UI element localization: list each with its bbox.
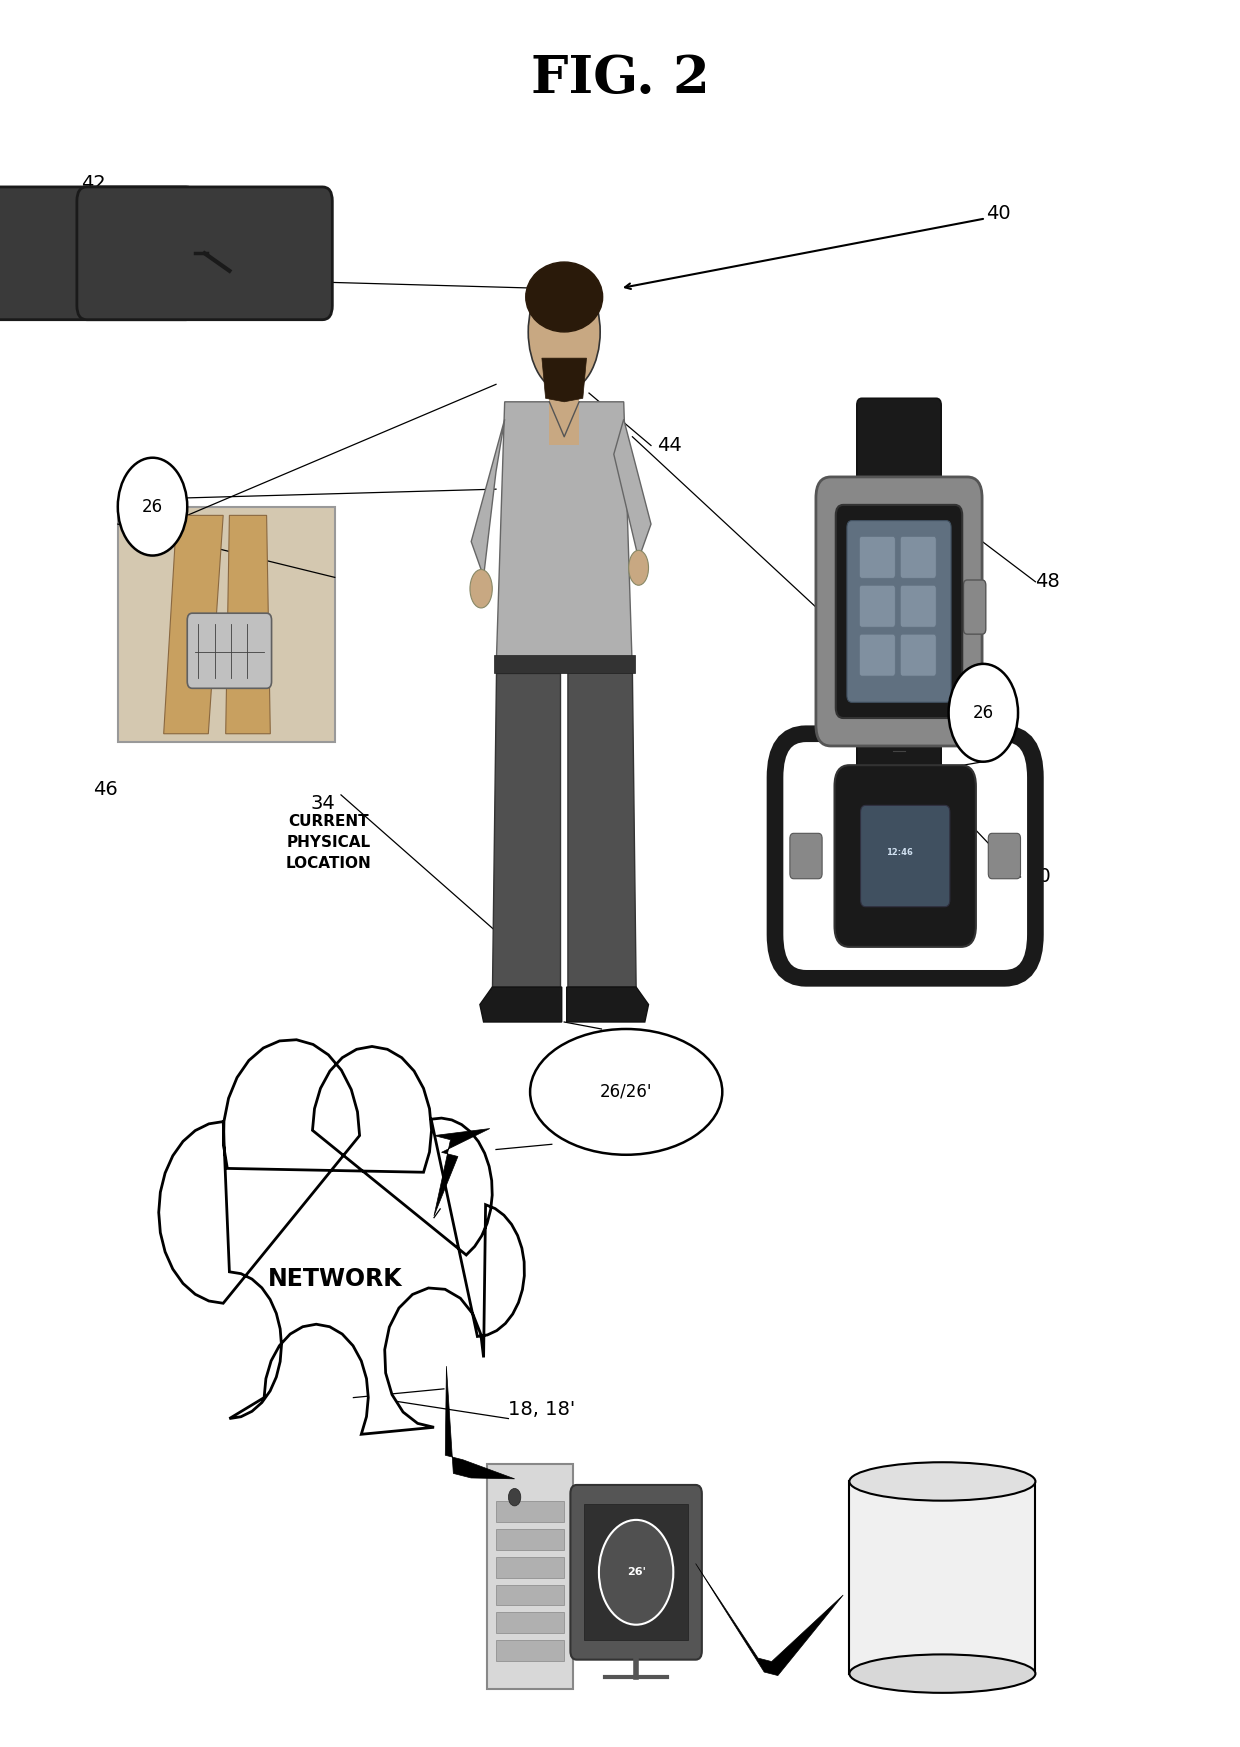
FancyBboxPatch shape [496, 1640, 564, 1661]
Text: 50: 50 [1027, 868, 1052, 886]
FancyBboxPatch shape [584, 1504, 688, 1640]
Polygon shape [849, 1481, 1035, 1674]
Text: 22': 22' [940, 1506, 970, 1523]
Text: 42: 42 [81, 175, 105, 192]
FancyBboxPatch shape [900, 585, 936, 627]
FancyBboxPatch shape [963, 580, 986, 634]
FancyBboxPatch shape [0, 187, 196, 320]
Polygon shape [614, 419, 651, 559]
Text: 34: 34 [310, 795, 335, 812]
FancyBboxPatch shape [570, 1485, 702, 1660]
Text: FIG. 2: FIG. 2 [531, 52, 709, 105]
FancyBboxPatch shape [859, 634, 895, 676]
Circle shape [508, 1488, 521, 1506]
Polygon shape [226, 515, 270, 734]
FancyBboxPatch shape [900, 536, 936, 578]
Text: 22: 22 [670, 1506, 694, 1523]
Text: 44: 44 [657, 437, 682, 454]
Ellipse shape [470, 570, 492, 608]
FancyBboxPatch shape [487, 1464, 573, 1689]
FancyBboxPatch shape [816, 477, 982, 746]
Circle shape [949, 664, 1018, 762]
Ellipse shape [531, 1029, 722, 1155]
FancyBboxPatch shape [494, 655, 635, 673]
Polygon shape [567, 987, 649, 1022]
FancyBboxPatch shape [836, 505, 962, 718]
Text: 48: 48 [1035, 573, 1060, 590]
FancyBboxPatch shape [549, 397, 579, 445]
FancyBboxPatch shape [859, 585, 895, 627]
Polygon shape [471, 419, 505, 577]
Text: NETWORK: NETWORK [268, 1267, 402, 1291]
Text: CURRENT
PHYSICAL
LOCATION: CURRENT PHYSICAL LOCATION [285, 814, 372, 870]
Text: 26: 26 [972, 704, 994, 722]
FancyBboxPatch shape [496, 1501, 564, 1522]
FancyBboxPatch shape [861, 805, 950, 907]
Circle shape [118, 458, 187, 556]
Ellipse shape [629, 550, 649, 585]
FancyBboxPatch shape [496, 1585, 564, 1605]
Text: 40: 40 [986, 204, 1011, 222]
FancyBboxPatch shape [900, 634, 936, 676]
Polygon shape [445, 1366, 515, 1478]
Polygon shape [164, 515, 223, 734]
FancyBboxPatch shape [187, 613, 272, 688]
Text: 26/26': 26/26' [600, 1083, 652, 1101]
FancyBboxPatch shape [857, 709, 941, 811]
FancyBboxPatch shape [118, 507, 335, 742]
FancyBboxPatch shape [857, 398, 941, 500]
FancyBboxPatch shape [835, 765, 976, 947]
Polygon shape [480, 987, 562, 1022]
FancyBboxPatch shape [790, 833, 822, 879]
Ellipse shape [849, 1462, 1035, 1501]
Text: 26: 26 [141, 498, 164, 515]
Text: 18, 18': 18, 18' [508, 1401, 575, 1419]
Polygon shape [496, 402, 632, 673]
FancyBboxPatch shape [988, 833, 1021, 879]
Polygon shape [159, 1039, 525, 1434]
FancyBboxPatch shape [77, 187, 332, 320]
Ellipse shape [849, 1654, 1035, 1693]
FancyBboxPatch shape [496, 1612, 564, 1633]
Polygon shape [434, 1129, 490, 1216]
Polygon shape [568, 673, 636, 987]
FancyBboxPatch shape [496, 1557, 564, 1578]
FancyBboxPatch shape [496, 1529, 564, 1550]
FancyBboxPatch shape [859, 536, 895, 578]
Text: 26': 26' [626, 1567, 646, 1578]
Text: 12:46: 12:46 [885, 847, 913, 858]
Polygon shape [492, 673, 560, 987]
Ellipse shape [526, 262, 603, 332]
FancyBboxPatch shape [847, 521, 951, 702]
Circle shape [599, 1520, 673, 1625]
Ellipse shape [528, 273, 600, 391]
Text: 46: 46 [93, 781, 118, 798]
Polygon shape [696, 1564, 843, 1675]
Polygon shape [542, 358, 587, 402]
